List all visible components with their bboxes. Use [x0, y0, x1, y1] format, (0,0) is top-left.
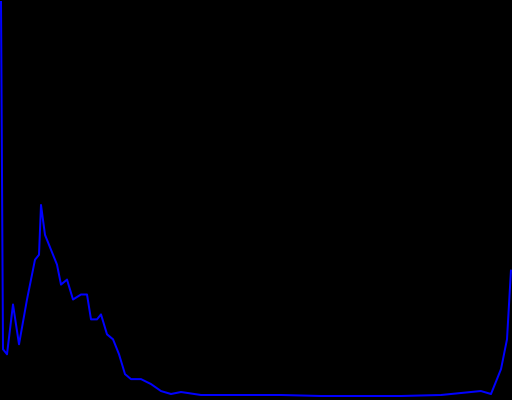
histogram-line — [0, 0, 512, 398]
background — [0, 0, 512, 400]
page: (() => { const data = JSON.parse(documen… — [0, 0, 512, 400]
chart — [0, 0, 512, 400]
